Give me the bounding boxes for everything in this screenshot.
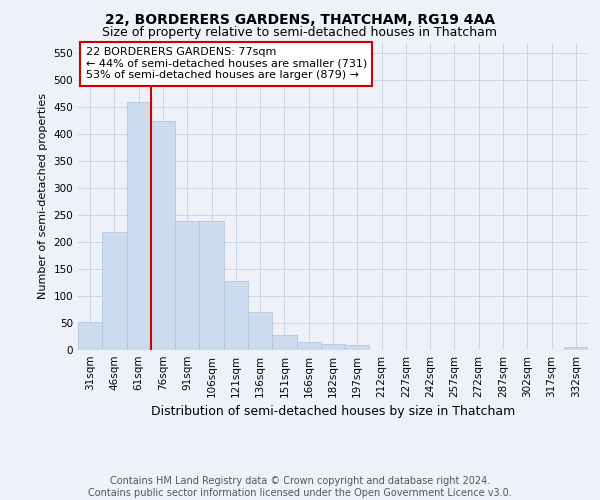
Bar [345,344,370,350]
Bar [564,348,588,350]
Text: 22 BORDERERS GARDENS: 77sqm
← 44% of semi-detached houses are smaller (731)
53% : 22 BORDERERS GARDENS: 77sqm ← 44% of sem… [86,47,367,80]
Text: Size of property relative to semi-detached houses in Thatcham: Size of property relative to semi-detach… [103,26,497,39]
Bar [272,335,296,350]
Bar [224,281,248,350]
Bar [151,120,175,350]
X-axis label: Distribution of semi-detached houses by size in Thatcham: Distribution of semi-detached houses by … [151,406,515,418]
Bar [127,102,151,350]
Bar [199,220,224,350]
Bar [296,342,321,350]
Text: 22, BORDERERS GARDENS, THATCHAM, RG19 4AA: 22, BORDERERS GARDENS, THATCHAM, RG19 4A… [105,12,495,26]
Y-axis label: Number of semi-detached properties: Number of semi-detached properties [38,93,48,299]
Bar [175,220,199,350]
Bar [321,344,345,350]
Bar [78,322,102,350]
Text: Contains HM Land Registry data © Crown copyright and database right 2024.
Contai: Contains HM Land Registry data © Crown c… [88,476,512,498]
Bar [102,232,127,350]
Bar [248,312,272,350]
